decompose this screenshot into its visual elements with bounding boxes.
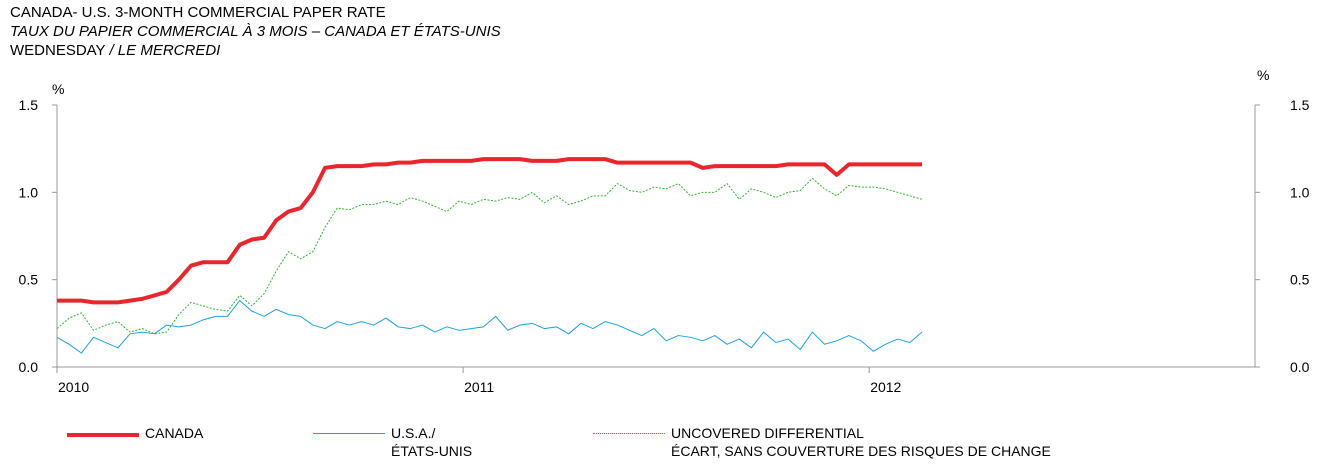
legend-item: UNCOVERED DIFFERENTIAL ÉCART, SANS COUVE… bbox=[593, 424, 1051, 460]
y2-tick-label: 1.5 bbox=[1290, 97, 1310, 113]
legend: CANADA U.S.A./ ÉTATS-UNIS UNCOVERED DIFFER… bbox=[0, 424, 1319, 467]
chart-title: CANADA- U.S. 3-MONTH COMMERCIAL PAPER RA… bbox=[10, 4, 386, 21]
frequency-fr: / LE MERCREDI bbox=[108, 42, 220, 59]
chart-subtitle: TAUX DU PAPIER COMMERCIAL À 3 MOIS – CAN… bbox=[10, 23, 501, 40]
y-tick-label: 0.5 bbox=[19, 272, 39, 288]
series-line bbox=[56, 177, 923, 335]
y-tick-label: 0.0 bbox=[19, 359, 39, 375]
y2-tick-label: 0.5 bbox=[1290, 272, 1310, 288]
x-tick-label: 2011 bbox=[464, 379, 494, 395]
frequency: WEDNESDAY bbox=[10, 42, 106, 59]
legend-swatch bbox=[67, 433, 139, 437]
frequency-note: WEDNESDAY / LE MERCREDI bbox=[10, 42, 220, 59]
x-tick-label: 2010 bbox=[58, 379, 89, 395]
legend-item: CANADA bbox=[67, 424, 203, 442]
series-line bbox=[56, 300, 923, 354]
y-tick-label: 1.5 bbox=[19, 97, 39, 113]
y-tick-label: 1.0 bbox=[19, 184, 39, 200]
chart: CANADA- U.S. 3-MONTH COMMERCIAL PAPER RA… bbox=[10, 4, 1310, 395]
legend-item: U.S.A./ ÉTATS-UNIS bbox=[313, 424, 472, 460]
series-line bbox=[57, 157, 922, 305]
legend-swatch bbox=[313, 433, 385, 434]
legend-label: CANADA bbox=[145, 425, 204, 441]
y2-tick-label: 1.0 bbox=[1290, 184, 1310, 200]
y2-tick-label: 0.0 bbox=[1290, 359, 1310, 375]
legend-swatch bbox=[593, 433, 665, 434]
legend-label: U.S.A./ ÉTATS-UNIS bbox=[391, 425, 473, 459]
x-tick-label: 2012 bbox=[870, 379, 901, 395]
y2-axis-label: % bbox=[1257, 67, 1269, 83]
legend-label: UNCOVERED DIFFERENTIAL ÉCART, SANS COUVE… bbox=[671, 425, 1051, 459]
y-axis-label: % bbox=[52, 81, 64, 97]
